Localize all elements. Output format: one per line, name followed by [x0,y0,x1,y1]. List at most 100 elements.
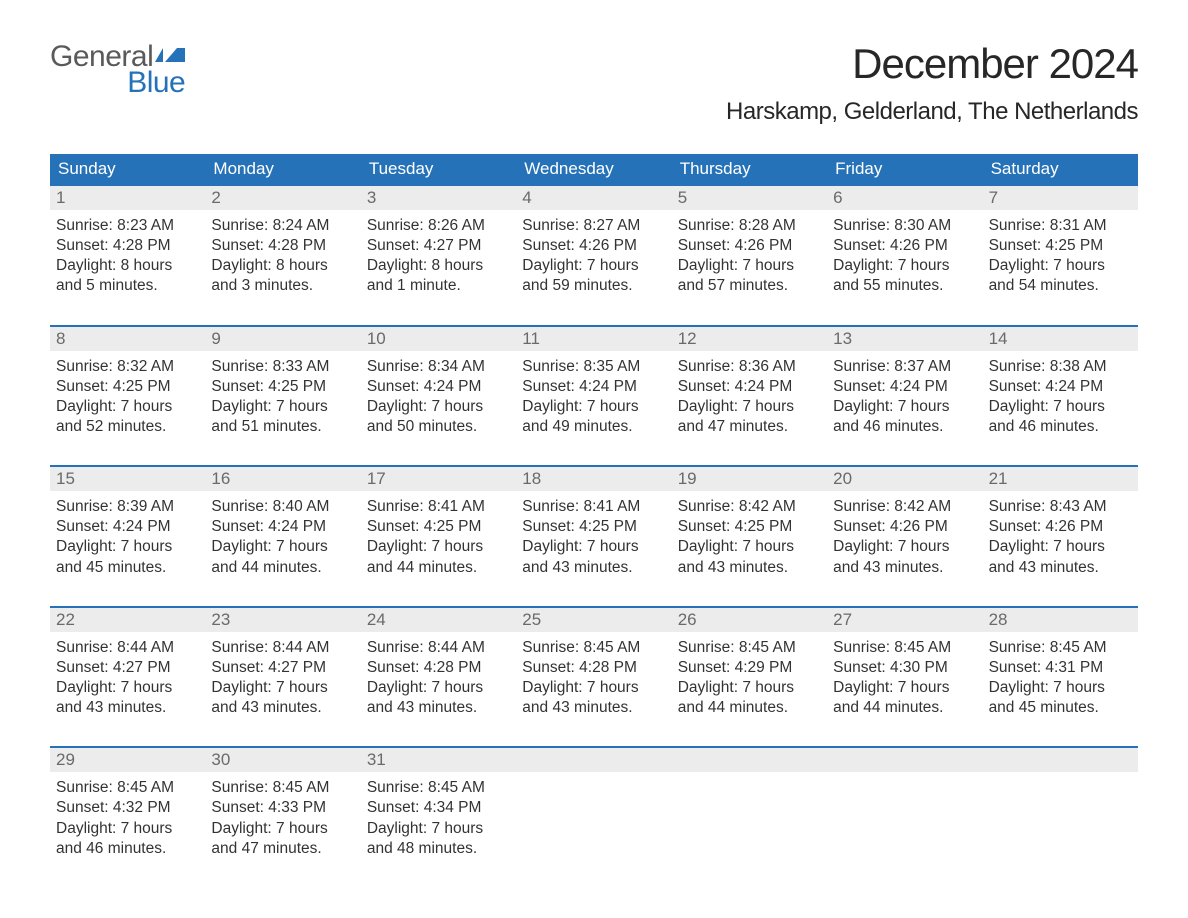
day-day1: Daylight: 7 hours [522,678,665,698]
day-day2: and 1 minute. [367,276,510,296]
day-cell [983,772,1138,887]
day-day2: and 46 minutes. [833,417,976,437]
day-day1: Daylight: 7 hours [833,397,976,417]
day-day2: and 46 minutes. [989,417,1132,437]
day-sunrise: Sunrise: 8:35 AM [522,357,665,377]
weekday-header: Monday [205,154,360,184]
day-cell: Sunrise: 8:43 AMSunset: 4:26 PMDaylight:… [983,491,1138,606]
day-number: 9 [205,327,360,351]
day-day2: and 45 minutes. [56,558,199,578]
day-sunrise: Sunrise: 8:42 AM [678,497,821,517]
day-cell: Sunrise: 8:45 AMSunset: 4:33 PMDaylight:… [205,772,360,887]
day-number: 5 [672,186,827,210]
calendar-week: 293031Sunrise: 8:45 AMSunset: 4:32 PMDay… [50,746,1138,887]
day-day2: and 43 minutes. [989,558,1132,578]
day-number: 2 [205,186,360,210]
day-day1: Daylight: 7 hours [989,537,1132,557]
day-cell: Sunrise: 8:45 AMSunset: 4:29 PMDaylight:… [672,632,827,747]
day-cell: Sunrise: 8:45 AMSunset: 4:30 PMDaylight:… [827,632,982,747]
day-number: 18 [516,467,671,491]
day-cell: Sunrise: 8:44 AMSunset: 4:27 PMDaylight:… [205,632,360,747]
day-day2: and 3 minutes. [211,276,354,296]
day-cell: Sunrise: 8:42 AMSunset: 4:25 PMDaylight:… [672,491,827,606]
day-sunset: Sunset: 4:24 PM [367,377,510,397]
day-sunrise: Sunrise: 8:37 AM [833,357,976,377]
day-number: 14 [983,327,1138,351]
day-number: 7 [983,186,1138,210]
day-day1: Daylight: 7 hours [56,678,199,698]
day-number: 23 [205,608,360,632]
day-sunrise: Sunrise: 8:44 AM [367,638,510,658]
day-sunrise: Sunrise: 8:27 AM [522,216,665,236]
day-number: 19 [672,467,827,491]
day-number: 3 [361,186,516,210]
day-number: 10 [361,327,516,351]
day-day2: and 55 minutes. [833,276,976,296]
day-day2: and 57 minutes. [678,276,821,296]
day-sunrise: Sunrise: 8:34 AM [367,357,510,377]
weekday-header: Tuesday [361,154,516,184]
day-sunset: Sunset: 4:27 PM [367,236,510,256]
weekday-header: Wednesday [516,154,671,184]
day-cell: Sunrise: 8:26 AMSunset: 4:27 PMDaylight:… [361,210,516,325]
day-day1: Daylight: 7 hours [678,537,821,557]
day-day1: Daylight: 7 hours [833,678,976,698]
day-day1: Daylight: 7 hours [367,537,510,557]
day-cell: Sunrise: 8:38 AMSunset: 4:24 PMDaylight:… [983,351,1138,466]
day-sunset: Sunset: 4:28 PM [211,236,354,256]
day-day1: Daylight: 7 hours [211,819,354,839]
day-day1: Daylight: 7 hours [678,256,821,276]
day-number: 30 [205,748,360,772]
day-day2: and 44 minutes. [833,698,976,718]
day-number: 6 [827,186,982,210]
day-sunrise: Sunrise: 8:41 AM [367,497,510,517]
day-day2: and 50 minutes. [367,417,510,437]
day-day1: Daylight: 7 hours [56,397,199,417]
weekday-header: Thursday [672,154,827,184]
daynum-row: 293031 [50,748,1138,772]
day-day2: and 46 minutes. [56,839,199,859]
day-cell: Sunrise: 8:39 AMSunset: 4:24 PMDaylight:… [50,491,205,606]
day-cell: Sunrise: 8:45 AMSunset: 4:28 PMDaylight:… [516,632,671,747]
day-sunrise: Sunrise: 8:26 AM [367,216,510,236]
day-day1: Daylight: 7 hours [678,678,821,698]
location: Harskamp, Gelderland, The Netherlands [726,98,1138,126]
day-number: 12 [672,327,827,351]
day-sunset: Sunset: 4:26 PM [522,236,665,256]
day-sunset: Sunset: 4:24 PM [833,377,976,397]
day-number: 17 [361,467,516,491]
day-sunrise: Sunrise: 8:45 AM [367,778,510,798]
day-day2: and 48 minutes. [367,839,510,859]
day-sunrise: Sunrise: 8:38 AM [989,357,1132,377]
day-cell: Sunrise: 8:27 AMSunset: 4:26 PMDaylight:… [516,210,671,325]
day-sunrise: Sunrise: 8:45 AM [989,638,1132,658]
weekday-header-row: SundayMondayTuesdayWednesdayThursdayFrid… [50,154,1138,184]
day-sunset: Sunset: 4:27 PM [211,658,354,678]
day-cell: Sunrise: 8:45 AMSunset: 4:34 PMDaylight:… [361,772,516,887]
day-sunrise: Sunrise: 8:44 AM [56,638,199,658]
day-day1: Daylight: 7 hours [989,678,1132,698]
day-sunrise: Sunrise: 8:40 AM [211,497,354,517]
day-number: 8 [50,327,205,351]
day-cell: Sunrise: 8:41 AMSunset: 4:25 PMDaylight:… [516,491,671,606]
day-day2: and 49 minutes. [522,417,665,437]
day-cell: Sunrise: 8:32 AMSunset: 4:25 PMDaylight:… [50,351,205,466]
day-day1: Daylight: 7 hours [56,537,199,557]
day-day1: Daylight: 7 hours [56,819,199,839]
day-cell: Sunrise: 8:33 AMSunset: 4:25 PMDaylight:… [205,351,360,466]
day-cell: Sunrise: 8:28 AMSunset: 4:26 PMDaylight:… [672,210,827,325]
day-sunset: Sunset: 4:26 PM [678,236,821,256]
day-day1: Daylight: 7 hours [678,397,821,417]
day-sunset: Sunset: 4:26 PM [989,517,1132,537]
day-sunset: Sunset: 4:34 PM [367,798,510,818]
day-number [827,748,982,772]
day-cell: Sunrise: 8:44 AMSunset: 4:28 PMDaylight:… [361,632,516,747]
day-day2: and 54 minutes. [989,276,1132,296]
day-sunrise: Sunrise: 8:44 AM [211,638,354,658]
day-sunset: Sunset: 4:28 PM [56,236,199,256]
day-sunset: Sunset: 4:28 PM [522,658,665,678]
logo: General Blue [50,40,185,100]
day-cell: Sunrise: 8:35 AMSunset: 4:24 PMDaylight:… [516,351,671,466]
day-sunset: Sunset: 4:32 PM [56,798,199,818]
calendar: SundayMondayTuesdayWednesdayThursdayFrid… [50,154,1138,887]
